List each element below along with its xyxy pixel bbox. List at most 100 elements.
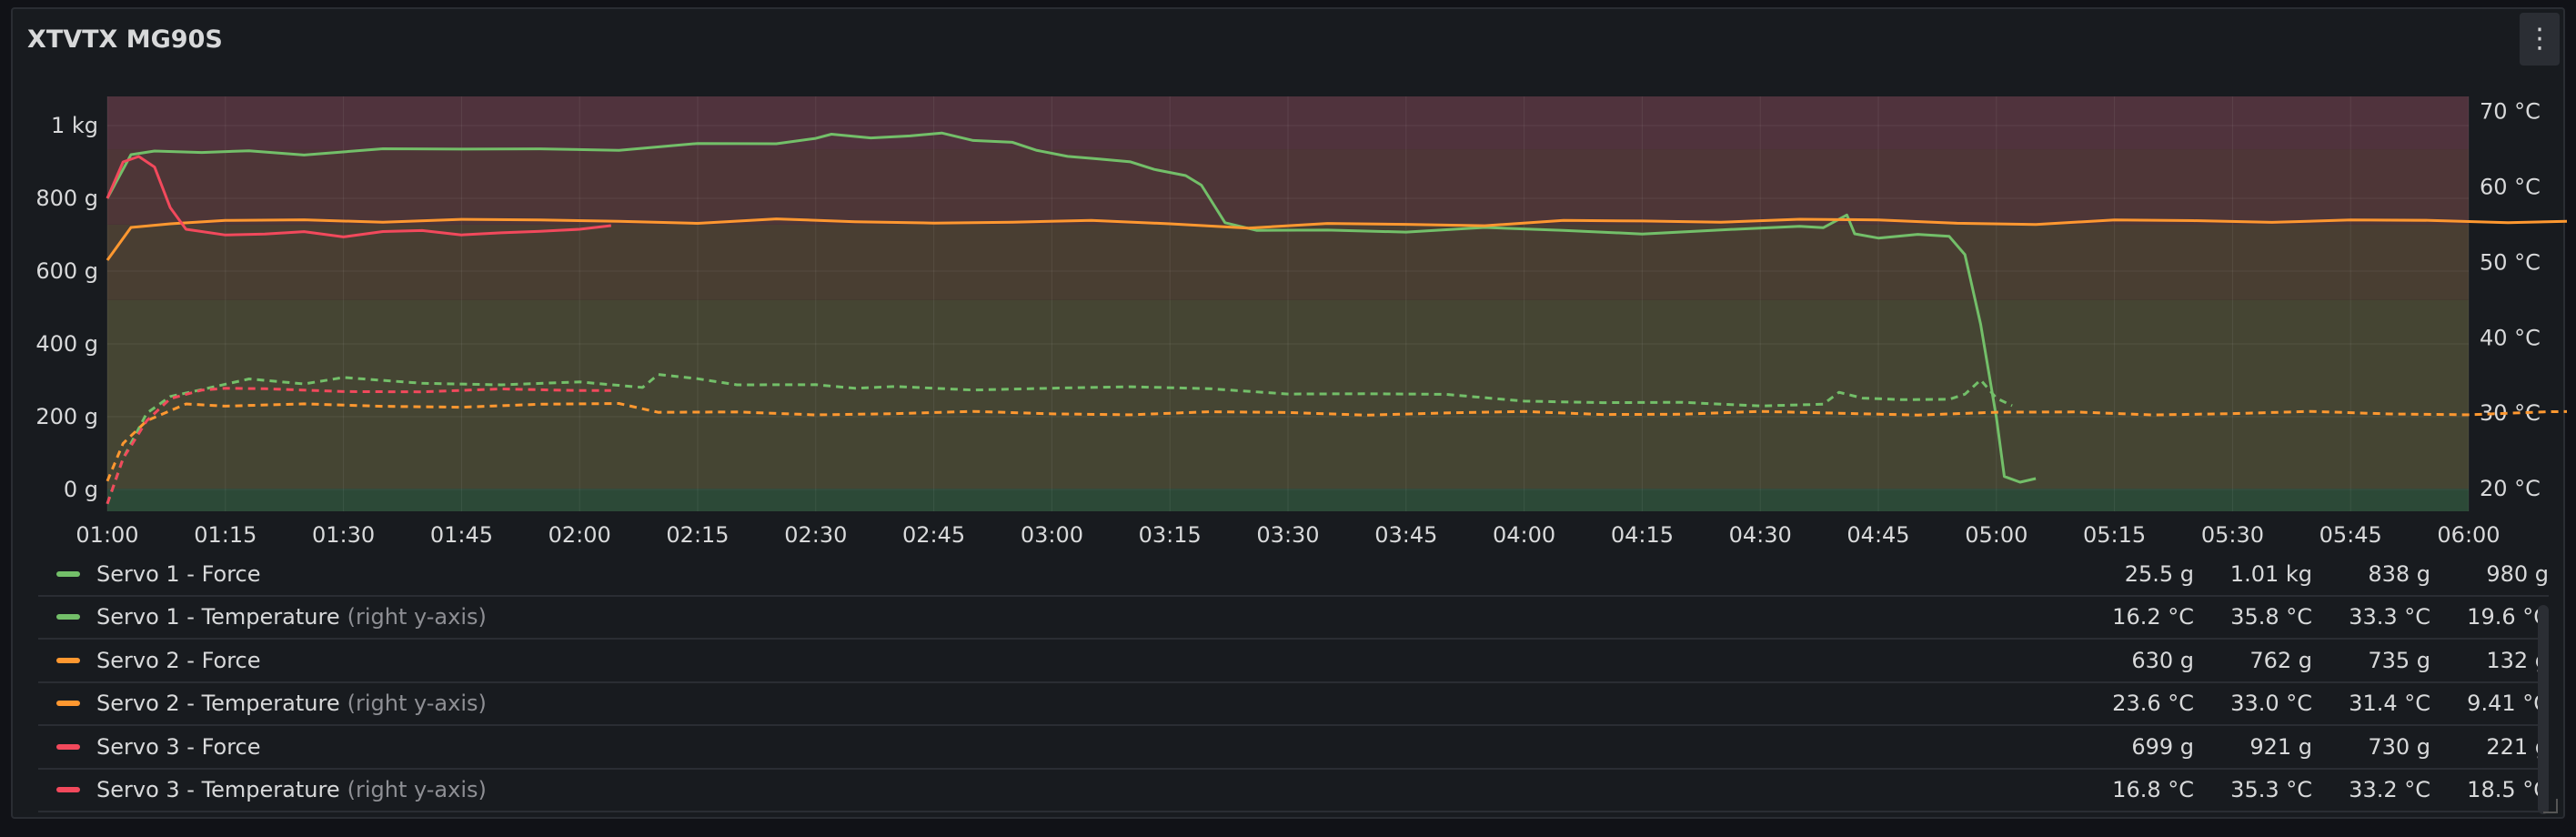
legend-series-name[interactable]: Servo 1 - Temperature <box>96 604 340 630</box>
y-right-tick-label: 50 °C <box>2480 249 2541 275</box>
legend-values: 23.6 °C 33.0 °C 31.4 °C 9.41 °C <box>2076 683 2549 725</box>
legend-values: 16.8 °C 35.3 °C 33.2 °C 18.5 °C <box>2076 770 2549 812</box>
legend-values: 25.5 g 1.01 kg 838 g 980 g <box>2076 553 2549 595</box>
series-color-swatch <box>56 743 80 750</box>
x-tick-label: 05:00 <box>1965 522 2028 548</box>
series-color-swatch <box>56 570 80 577</box>
legend-row[interactable]: Servo 3 - Temperature (right y-axis) 16.8 … <box>38 770 2549 812</box>
legend-value: 35.8 °C <box>2230 604 2312 630</box>
legend-value: 132 g <box>2486 647 2549 673</box>
x-tick-label: 02:45 <box>902 522 965 548</box>
x-tick-label: 01:00 <box>75 522 138 548</box>
legend-values: 630 g 762 g 735 g 132 g <box>2076 640 2549 681</box>
threshold-band-4 <box>107 96 2469 150</box>
y-right-tick-label: 40 °C <box>2480 325 2541 350</box>
x-tick-label: 01:45 <box>430 522 493 548</box>
legend-values: 699 g 921 g 730 g 221 g <box>2076 726 2549 768</box>
legend-axis-note: (right y-axis) <box>347 604 487 630</box>
x-tick-label: 06:00 <box>2437 522 2500 548</box>
panel-title[interactable]: XTVTX MG90S <box>27 25 223 54</box>
x-tick-label: 02:30 <box>784 522 847 548</box>
legend-series-name[interactable]: Servo 1 - Force <box>96 560 261 587</box>
y-left-tick-label: 800 g <box>35 186 98 211</box>
series-color-swatch <box>56 701 80 707</box>
legend-value: 9.41 °C <box>2467 691 2549 717</box>
legend-value: 33.0 °C <box>2230 691 2312 717</box>
x-tick-label: 02:15 <box>666 522 729 548</box>
legend-value: 16.8 °C <box>2112 777 2194 803</box>
x-tick-label: 05:30 <box>2201 522 2264 548</box>
y-left-tick-label: 400 g <box>35 331 98 357</box>
series-line-servo-2-temperature <box>106 402 2567 482</box>
legend-value: 921 g <box>2249 733 2312 760</box>
legend-value: 33.3 °C <box>2349 604 2430 630</box>
series-line-servo-1-force <box>106 131 2037 484</box>
series-line-servo-3-force <box>106 155 611 238</box>
y-left-tick-label: 0 g <box>64 477 98 502</box>
timeseries-chart[interactable]: 01:00 01:15 01:30 01:45 02:00 02:15 02:30 02:45… <box>13 9 2567 555</box>
legend-axis-note: (right y-axis) <box>347 691 487 717</box>
legend-series-name[interactable]: Servo 3 - Temperature <box>96 777 340 803</box>
y-left-tick-label: 600 g <box>35 258 98 284</box>
legend-value: 699 g <box>2131 733 2194 760</box>
y-right-tick-label: 70 °C <box>2480 99 2541 125</box>
y-left-tick-label: 200 g <box>35 404 98 429</box>
legend-row[interactable]: Servo 3 - Force 699 g 921 g 730 g 221 g <box>38 726 2549 770</box>
x-tick-label: 04:45 <box>1846 522 1909 548</box>
x-tick-label: 04:00 <box>1493 522 1555 548</box>
series-color-swatch <box>56 787 80 793</box>
x-tick-label: 05:45 <box>2319 522 2382 548</box>
timeseries-panel: XTVTX MG90S ⋮ 01:00 01:15 01:30 01:45 02:00 0… <box>11 7 2567 819</box>
x-tick-label: 01:15 <box>194 522 257 548</box>
x-tick-label: 04:15 <box>1611 522 1674 548</box>
legend-scrollbar[interactable] <box>2538 605 2549 814</box>
y-right-tick-label: 20 °C <box>2480 476 2541 501</box>
legend-axis-note: (right y-axis) <box>347 777 487 803</box>
legend-value: 25.5 g <box>2124 560 2194 587</box>
legend-row[interactable]: Servo 2 - Force 630 g 762 g 735 g 132 g <box>38 640 2549 683</box>
legend-series-name[interactable]: Servo 2 - Force <box>96 647 261 673</box>
legend-table: Servo 1 - Force 25.5 g 1.01 kg 838 g 980 g Se… <box>38 553 2549 812</box>
legend-value: 31.4 °C <box>2349 691 2430 717</box>
legend-row[interactable]: Servo 1 - Force 25.5 g 1.01 kg 838 g 980 g <box>38 553 2549 597</box>
legend-value: 16.2 °C <box>2112 604 2194 630</box>
x-tick-label: 05:15 <box>2083 522 2146 548</box>
y-left-tick-label: 1 kg <box>51 113 98 138</box>
legend-value: 762 g <box>2249 647 2312 673</box>
x-tick-label: 02:00 <box>548 522 611 548</box>
series-line-servo-1-temperature <box>106 373 2013 505</box>
legend-values: 16.2 °C 35.8 °C 33.3 °C 19.6 °C <box>2076 597 2549 639</box>
series-line-servo-2-force <box>106 217 2567 261</box>
legend-series-name[interactable]: Servo 2 - Temperature <box>96 691 340 717</box>
x-tick-label: 03:15 <box>1139 522 1202 548</box>
legend-row[interactable]: Servo 1 - Temperature (right y-axis) 16.2 … <box>38 597 2549 640</box>
x-tick-label: 04:30 <box>1729 522 1792 548</box>
more-vertical-icon: ⋮ <box>2526 23 2553 55</box>
legend-value: 19.6 °C <box>2467 604 2549 630</box>
legend-series-name[interactable]: Servo 3 - Force <box>96 733 261 760</box>
resize-handle-icon[interactable] <box>2543 799 2558 813</box>
x-tick-label: 01:30 <box>312 522 375 548</box>
legend-value: 1.01 kg <box>2229 560 2312 587</box>
legend-value: 33.2 °C <box>2349 777 2430 803</box>
threshold-band-3 <box>107 149 2469 225</box>
x-tick-label: 03:00 <box>1021 522 1083 548</box>
y-right-tick-label: 60 °C <box>2480 174 2541 199</box>
legend-value: 980 g <box>2486 560 2549 587</box>
legend-value: 735 g <box>2368 647 2430 673</box>
legend-value: 630 g <box>2131 647 2194 673</box>
legend-value: 18.5 °C <box>2467 777 2549 803</box>
legend-value: 23.6 °C <box>2112 691 2194 717</box>
x-tick-label: 03:30 <box>1256 522 1319 548</box>
legend-value: 35.3 °C <box>2230 777 2312 803</box>
threshold-band-0 <box>107 489 2469 511</box>
panel-menu-button[interactable]: ⋮ <box>2520 13 2560 66</box>
legend-row[interactable]: Servo 2 - Temperature (right y-axis) 23.6 … <box>38 683 2549 726</box>
legend-value: 838 g <box>2368 560 2430 587</box>
legend-value: 221 g <box>2486 733 2549 760</box>
x-tick-label: 03:45 <box>1374 522 1437 548</box>
legend-value: 730 g <box>2368 733 2430 760</box>
threshold-band-2 <box>107 224 2469 300</box>
series-color-swatch <box>56 657 80 663</box>
series-color-swatch <box>56 614 80 620</box>
